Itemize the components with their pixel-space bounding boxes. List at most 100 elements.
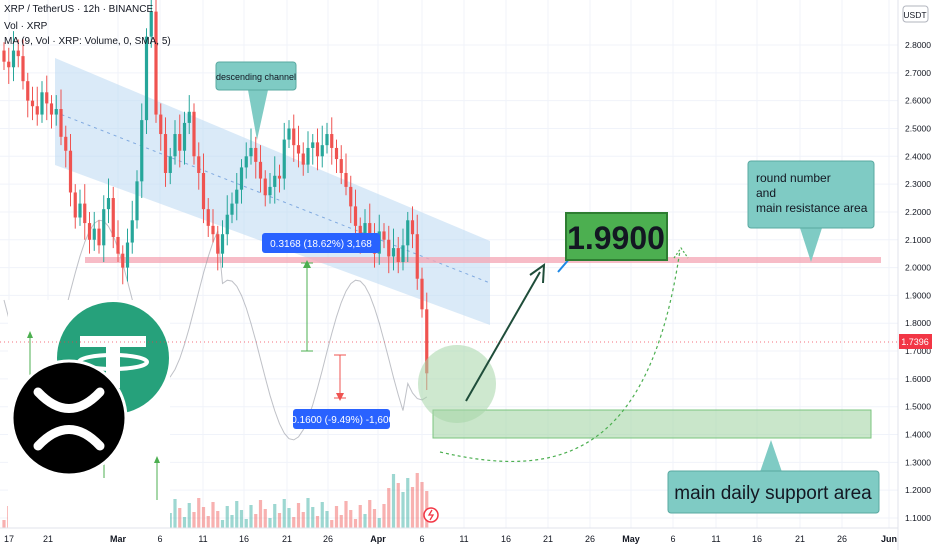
support-callout-tail — [760, 440, 782, 472]
descending-channel-callout-tail — [248, 90, 268, 140]
price-tick-label: 2.6000 — [905, 96, 931, 106]
candle-body — [111, 198, 115, 237]
candle-body — [344, 172, 348, 187]
time-tick-label: 16 — [752, 534, 762, 544]
time-tick-label: 21 — [795, 534, 805, 544]
support-callout — [667, 470, 880, 514]
time-tick-label: 26 — [837, 534, 847, 544]
time-tick-label: 21 — [543, 534, 553, 544]
candle-body — [211, 225, 215, 235]
candle-body — [387, 239, 391, 257]
candle-body — [73, 192, 77, 218]
candle-body — [325, 134, 329, 146]
candle-body — [45, 92, 49, 104]
resistance-callout-tail — [800, 228, 822, 262]
volume-bar — [382, 504, 386, 528]
candle-body — [315, 142, 320, 157]
candle-body — [201, 172, 206, 210]
resistance-callout — [747, 160, 875, 229]
volume-bar — [353, 519, 358, 528]
volume-bar — [358, 505, 362, 528]
price-tick-label: 1.8000 — [905, 318, 931, 328]
symbol-title: XRP / TetherUS · 12h · BINANCE — [4, 4, 154, 15]
price-tick-label: 1.6000 — [905, 374, 931, 384]
currency-label: USDT — [903, 10, 926, 20]
candle-body — [116, 236, 120, 254]
current-price-tag — [899, 334, 932, 349]
volume-ma-line — [3, 219, 428, 441]
candle-body — [249, 147, 253, 157]
candle-body — [182, 122, 187, 151]
currency-label-box — [902, 5, 929, 23]
target-price-label: 1.9900 — [567, 220, 665, 256]
candle-body — [225, 214, 229, 235]
volume-bar — [377, 518, 381, 528]
volume-bar — [311, 507, 315, 528]
candle-body — [144, 36, 149, 121]
volume-bar — [239, 510, 244, 528]
volume-bar — [168, 513, 172, 528]
candle-body — [363, 223, 367, 243]
candle-body — [287, 128, 291, 140]
candles — [2, 0, 429, 391]
candle-body — [235, 189, 239, 204]
candle-body — [239, 167, 244, 190]
price-tick-label: 1.1000 — [905, 513, 931, 523]
time-tick-label: Mar — [110, 534, 127, 544]
volume-bar — [372, 509, 377, 528]
volume-bar — [211, 502, 215, 528]
price-tick-label: 2.5000 — [905, 123, 931, 133]
time-tick-label: 6 — [157, 534, 162, 544]
candle-body — [11, 50, 16, 68]
support-box — [432, 409, 872, 439]
price-tick-label: 2.4000 — [905, 151, 931, 161]
volume-bar — [201, 507, 206, 528]
candle-body — [49, 103, 54, 115]
candle-body — [301, 153, 305, 165]
candle-body — [277, 175, 282, 179]
candle-body — [87, 223, 92, 240]
volume-bar — [282, 499, 286, 528]
projection-arrow-head — [529, 262, 546, 284]
price-axis: 2.8000 2.7000 2.6000 2.5000 2.4000 2.3000 2.20… — [905, 40, 931, 523]
candle-body — [254, 147, 258, 162]
candle-body — [59, 108, 63, 137]
channel-midline — [54, 111, 491, 284]
candle-body — [396, 248, 400, 263]
volume-bar — [182, 517, 187, 528]
time-tick-label: 16 — [501, 534, 511, 544]
volume-bar — [249, 505, 253, 528]
resistance-label-3: main resistance area — [756, 201, 868, 215]
volume-bar — [301, 512, 305, 528]
measure-down-bracket — [334, 354, 346, 401]
candle-body — [54, 108, 58, 115]
time-tick-label: 21 — [43, 534, 53, 544]
volume-bar — [187, 503, 191, 528]
volume-bar — [325, 511, 329, 528]
candle-body — [339, 159, 343, 173]
candle-body — [349, 186, 353, 207]
price-tick-label: 2.3000 — [905, 179, 931, 189]
candle-body — [64, 136, 68, 151]
volume-bar — [401, 492, 405, 528]
candle-body — [216, 234, 220, 254]
candle-body — [68, 150, 73, 193]
price-tick-label: 2.7000 — [905, 68, 931, 78]
volume-bar — [415, 473, 419, 528]
volume-bar — [334, 506, 339, 528]
candle-body — [330, 134, 334, 148]
time-tick-label: 21 — [282, 534, 292, 544]
candle-body — [425, 309, 429, 374]
volume-bar — [410, 487, 415, 528]
candle-body — [192, 111, 196, 157]
candle-body — [410, 220, 415, 235]
candle-body — [7, 61, 11, 68]
volume-bar — [244, 519, 248, 528]
candle-body — [230, 203, 234, 215]
candle-body — [178, 134, 182, 151]
time-tick-label: 16 — [239, 534, 249, 544]
candle-body — [420, 278, 424, 310]
measure-up-box — [262, 233, 380, 253]
time-tick-label: 6 — [419, 534, 424, 544]
